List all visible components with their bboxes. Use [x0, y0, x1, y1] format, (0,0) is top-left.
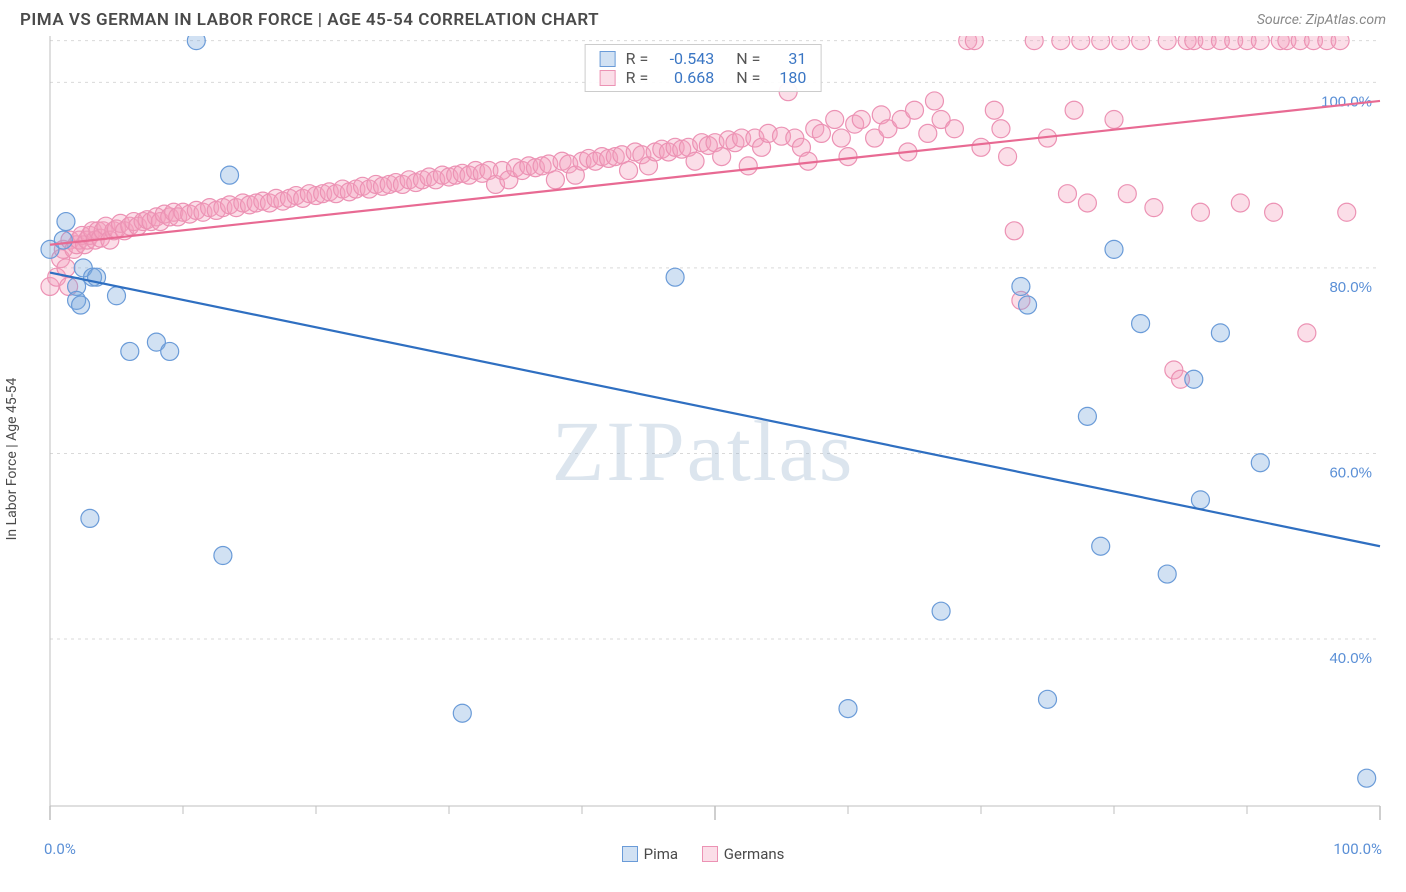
chart-area: In Labor Force | Age 45-54 40.0% 60.0% 80.… [0, 36, 1406, 866]
n-label: N = [736, 68, 760, 87]
legend-item-germans: Germans [702, 845, 785, 863]
r-label: R = [626, 68, 649, 87]
germans-legend-swatch [702, 846, 718, 862]
pima-swatch [600, 51, 616, 67]
chart-title: PIMA VS GERMAN IN LABOR FORCE | AGE 45-5… [20, 10, 599, 30]
germans-r-value: 0.668 [658, 68, 714, 87]
svg-text:60.0%: 60.0% [1329, 464, 1372, 481]
scatter-chart: 40.0%60.0%80.0%100.0% [0, 36, 1406, 836]
legend-item-pima: Pima [622, 845, 678, 863]
pima-r-value: -0.543 [658, 49, 714, 68]
correlation-stats-box: R = -0.543 N = 31 R = 0.668 N = 180 [585, 44, 822, 92]
germans-legend-label: Germans [724, 845, 785, 863]
legend: Pima Germans [0, 845, 1406, 866]
source-attribution: Source: ZipAtlas.com [1257, 12, 1386, 28]
svg-text:80.0%: 80.0% [1329, 279, 1372, 296]
y-axis-label: In Labor Force | Age 45-54 [4, 378, 20, 541]
chart-header: PIMA VS GERMAN IN LABOR FORCE | AGE 45-5… [0, 0, 1406, 36]
stats-row-germans: R = 0.668 N = 180 [600, 68, 807, 87]
r-label: R = [626, 49, 649, 68]
n-label: N = [736, 49, 760, 68]
svg-text:40.0%: 40.0% [1329, 650, 1372, 667]
pima-n-value: 31 [770, 49, 806, 68]
pima-legend-label: Pima [644, 845, 678, 863]
pima-legend-swatch [622, 846, 638, 862]
germans-n-value: 180 [770, 68, 806, 87]
stats-row-pima: R = -0.543 N = 31 [600, 49, 807, 68]
germans-swatch [600, 70, 616, 86]
